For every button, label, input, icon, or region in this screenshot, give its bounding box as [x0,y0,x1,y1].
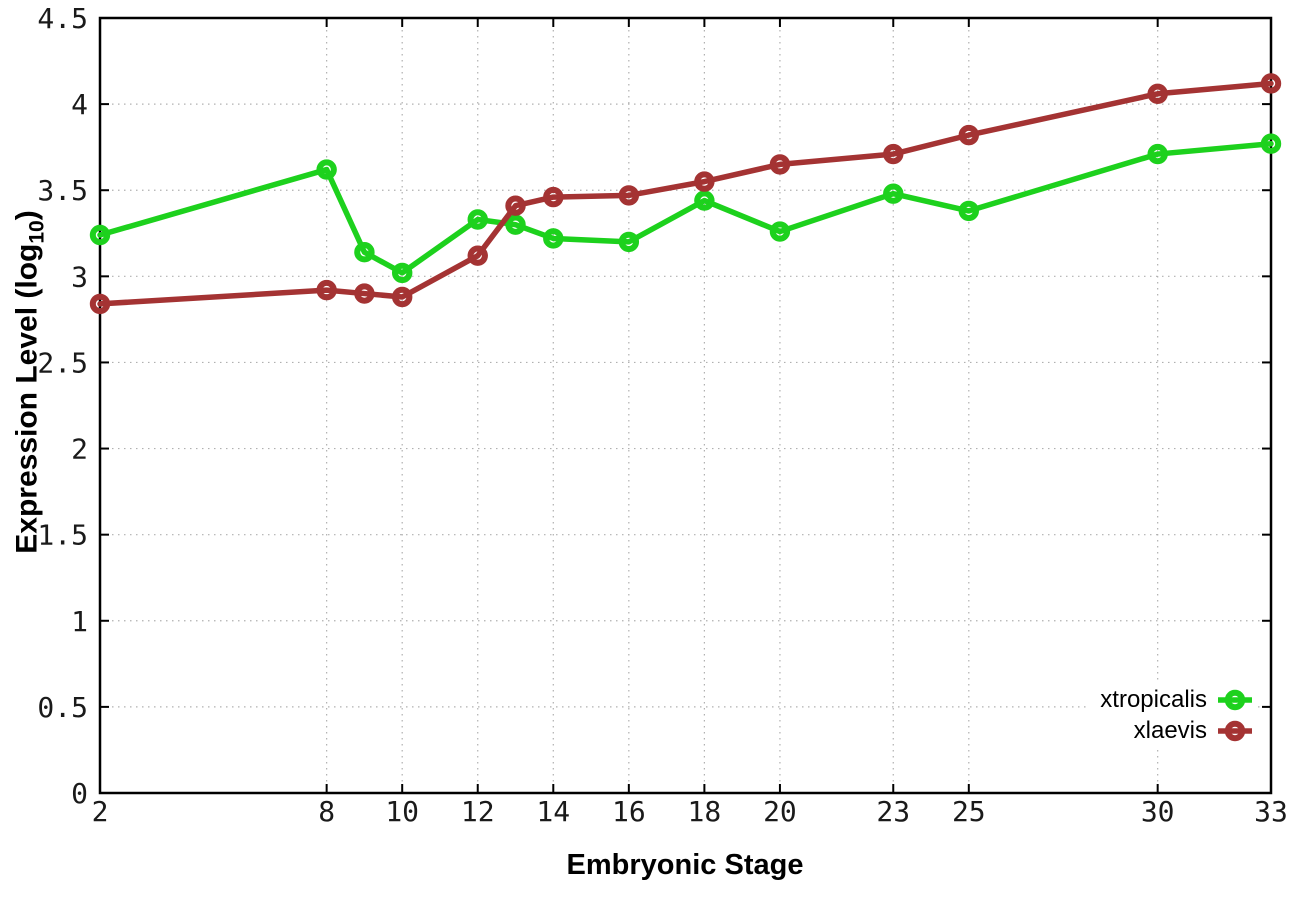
legend-marker-circle-icon [1218,720,1252,741]
series-marker-xlaevis [467,245,488,266]
y-tick-label: 4 [71,88,88,121]
y-axis-label-text: Expression Level (log [10,243,44,554]
series-marker-xlaevis [883,143,904,165]
series-marker-xtropicalis [354,242,375,263]
series-marker-xlaevis [505,195,526,216]
series-line-xlaevis [97,80,1274,307]
x-tick-label: 10 [385,795,419,828]
y-tick-label: 1 [71,605,88,638]
y-tick-label: 0 [71,777,88,810]
y-tick-label: 2 [71,433,88,466]
series-marker-xtropicalis [1260,133,1282,154]
series-marker-xlaevis [1147,83,1168,104]
series-marker-xlaevis [769,154,791,175]
series-marker-xlaevis [354,283,375,304]
plot-border [98,16,1273,795]
series-marker-xtropicalis [883,183,904,204]
y-tick-label: 3.5 [37,174,88,207]
series-marker-xlaevis [694,171,715,192]
series-marker-xtropicalis [316,159,337,180]
x-tick-label: 2 [92,795,109,828]
x-axis-label: Embryonic Stage [566,849,804,881]
legend: xtropicalis xlaevis [1086,684,1256,746]
series-marker-xlaevis [958,124,980,146]
x-tick-label: 16 [612,795,646,828]
x-tick-label: 25 [952,795,986,828]
series-marker-xtropicalis [391,262,413,284]
x-tick-label: 8 [318,795,335,828]
y-tick-label: 0.5 [37,691,88,724]
legend-marker-circle-icon [1218,689,1252,710]
x-tick-label: 23 [876,795,910,828]
x-tick-label: 14 [536,795,570,828]
series-marker-xlaevis [316,279,337,301]
x-tick-label: 30 [1141,795,1175,828]
series-marker-xtropicalis [543,228,564,249]
y-tick-label: 3 [71,260,88,293]
series-marker-xlaevis [1260,73,1282,94]
y-axis-label: Expression Level (log10) [11,210,50,553]
series-marker-xlaevis [618,185,640,206]
series-marker-xlaevis [543,186,564,208]
y-tick-label: 1.5 [37,519,88,552]
legend-item-xlaevis: xlaevis [1100,715,1254,746]
y-axis-label-suffix: ) [10,210,44,221]
y-tick-label: 2.5 [37,346,88,379]
series-marker-xlaevis [391,286,413,308]
x-tick-label: 12 [461,795,495,828]
y-axis-label-subscript: 10 [25,220,49,244]
x-tick-label: 20 [763,795,797,828]
series-marker-xtropicalis [89,224,111,246]
series-marker-xtropicalis [467,209,488,230]
series-marker-xtropicalis [618,231,640,253]
legend-label: xlaevis [1133,716,1207,744]
legend-label: xtropicalis [1100,685,1207,713]
series-line-xtropicalis [97,140,1274,276]
series-marker-xtropicalis [958,200,980,222]
series-marker-xtropicalis [505,214,526,235]
series-marker-xtropicalis [769,221,791,242]
series-marker-xlaevis [89,293,111,315]
series-marker-xtropicalis [694,190,715,211]
x-tick-label: 33 [1254,795,1288,828]
legend-item-xtropicalis: xtropicalis [1100,684,1254,715]
x-tick-label: 18 [688,795,722,828]
series-marker-xtropicalis [1147,143,1168,165]
y-tick-label: 4.5 [37,2,88,35]
